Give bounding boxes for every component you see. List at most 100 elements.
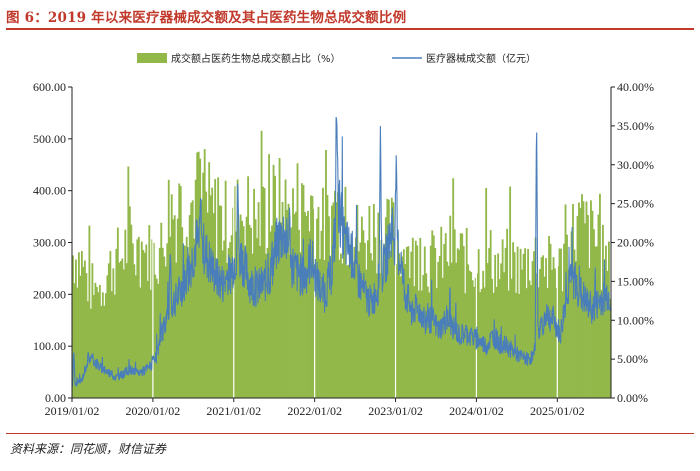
bar xyxy=(405,247,408,398)
right-tick-label: 35.00% xyxy=(617,119,654,133)
bar xyxy=(266,247,269,398)
bar xyxy=(467,264,470,398)
bar xyxy=(603,288,606,398)
bar xyxy=(447,265,450,398)
bar xyxy=(546,288,549,398)
bar xyxy=(269,231,272,398)
x-tick-label: 2022/01/02 xyxy=(287,404,342,418)
bar xyxy=(209,195,212,398)
bar xyxy=(416,245,419,398)
bar xyxy=(360,216,363,398)
bar xyxy=(404,264,407,398)
bar xyxy=(256,238,259,398)
bar xyxy=(356,204,359,398)
bar xyxy=(366,240,369,398)
bar xyxy=(340,253,342,398)
bar xyxy=(452,178,455,398)
bar xyxy=(489,230,492,398)
bar xyxy=(393,244,396,398)
source-rule xyxy=(6,433,694,434)
bar xyxy=(420,290,423,398)
bar xyxy=(399,276,402,398)
bar xyxy=(80,251,83,398)
right-tick-label: 30.00% xyxy=(617,158,654,172)
bar xyxy=(194,179,197,398)
bar xyxy=(197,151,200,398)
bar xyxy=(425,273,428,398)
bar xyxy=(193,238,196,398)
bar xyxy=(446,261,449,398)
bar xyxy=(408,277,411,398)
bar xyxy=(292,188,294,398)
bar xyxy=(164,266,167,398)
x-tick-label: 2021/01/02 xyxy=(206,404,261,418)
bar xyxy=(566,234,568,398)
bar xyxy=(515,292,518,398)
bar xyxy=(395,264,398,398)
left-tick-label: 300.00 xyxy=(33,236,66,250)
left-tick-label: 400.00 xyxy=(33,184,66,198)
bar xyxy=(133,264,136,398)
bar xyxy=(521,269,524,398)
bar xyxy=(458,249,461,398)
bar xyxy=(491,278,494,398)
bar xyxy=(600,289,603,398)
bar xyxy=(512,242,515,398)
bar xyxy=(341,263,344,398)
bar xyxy=(290,227,293,398)
bar xyxy=(178,183,181,398)
bar xyxy=(536,273,538,398)
right-tick-label: 15.00% xyxy=(617,274,654,288)
bar xyxy=(374,237,377,398)
bar xyxy=(211,187,214,398)
bar xyxy=(310,195,312,398)
bar xyxy=(554,268,556,398)
bar xyxy=(88,225,91,398)
bar xyxy=(482,270,485,398)
bar xyxy=(369,253,372,398)
bar xyxy=(363,242,366,398)
bar xyxy=(149,289,152,398)
bar xyxy=(235,231,238,398)
bar xyxy=(233,186,236,398)
year-gaps xyxy=(152,87,558,398)
bar xyxy=(104,293,107,398)
bar xyxy=(121,258,124,398)
bar xyxy=(503,272,506,398)
bar xyxy=(518,293,521,398)
left-tick-label: 0.00 xyxy=(45,391,66,405)
x-tick-label: 2020/01/02 xyxy=(126,404,181,418)
bar xyxy=(396,232,399,398)
bar xyxy=(345,265,348,398)
bar xyxy=(298,229,300,398)
bar xyxy=(435,288,438,398)
bar xyxy=(561,291,564,398)
legend-bar-label: 成交额占医药生物总成交额占比（%） xyxy=(171,52,341,65)
bar xyxy=(465,227,468,398)
bar xyxy=(332,202,335,398)
bar xyxy=(275,225,278,398)
bar xyxy=(558,248,561,398)
bar xyxy=(555,287,558,398)
bar xyxy=(362,230,365,398)
bar xyxy=(229,242,232,398)
bar xyxy=(289,254,291,398)
bar xyxy=(128,206,131,398)
bar xyxy=(259,246,261,398)
bar xyxy=(95,286,98,398)
bar xyxy=(528,280,531,398)
bar xyxy=(79,275,82,398)
bar xyxy=(375,273,378,398)
bar xyxy=(605,245,607,398)
bar xyxy=(226,263,229,398)
bar xyxy=(513,252,516,398)
bar xyxy=(357,251,360,398)
bar xyxy=(202,172,205,398)
bar xyxy=(280,222,282,398)
bar xyxy=(552,257,555,398)
bar xyxy=(286,209,288,398)
bar xyxy=(151,239,154,398)
bar xyxy=(295,211,297,398)
bar xyxy=(82,266,85,398)
bar xyxy=(325,150,327,398)
